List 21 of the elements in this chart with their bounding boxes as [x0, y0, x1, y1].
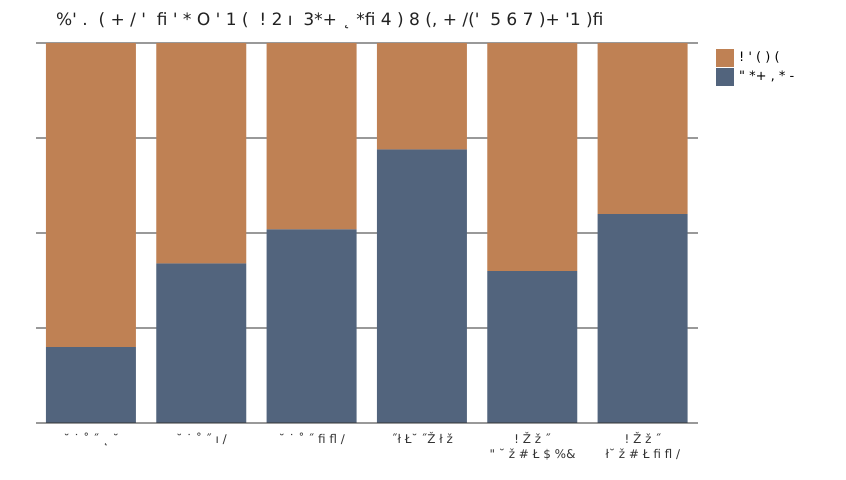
bar — [487, 271, 578, 423]
x-tick-label: ! Ž ž ˝ " ˘ ž # Ł $ %& — [490, 431, 576, 461]
bar — [46, 43, 136, 347]
bar — [156, 43, 246, 264]
bar — [266, 43, 357, 230]
bar — [46, 347, 136, 423]
x-tick-label: ˘ ˙ ˚ ˝ ˛ ˘ — [64, 432, 119, 446]
bar — [156, 263, 246, 423]
bar — [266, 229, 357, 423]
x-tick-label: ˝ł Ł˘ ˝Ž ł ž — [391, 431, 453, 446]
x-tick-label: ! Ž ž ˝ ł˘ ž # Ł ﬁ ﬂ / — [606, 431, 682, 461]
x-tick-label: ˘ ˙ ˚ ˝ ı / — [176, 432, 228, 446]
bar — [487, 43, 578, 271]
bar — [376, 149, 467, 423]
bar — [598, 214, 688, 423]
legend-label: ! ' ( ) ( — [739, 50, 780, 65]
bar — [376, 43, 467, 150]
bar — [598, 43, 688, 214]
x-tick-label: ˘ ˙ ˚ ˝ ﬁ ﬂ / — [278, 432, 346, 446]
legend-label: " *+ , * - — [739, 69, 794, 84]
chart-title: %' . ( + / ' ﬁ ' * O ' 1 ( ! 2 ı 3*+ ˛ *ﬁ 4 ) 8 (, + /(' 5 6 7 )+ '1 )ﬁ — [55, 10, 604, 30]
